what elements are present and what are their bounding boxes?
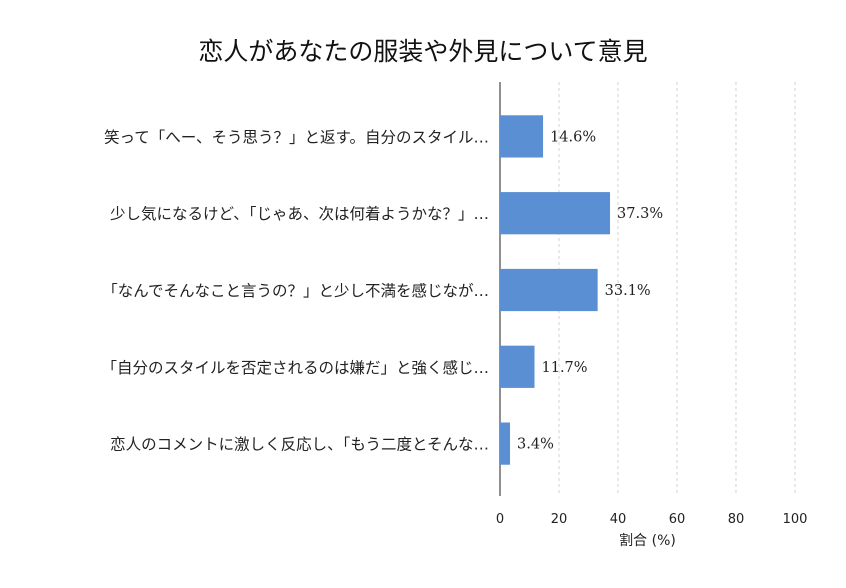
bar xyxy=(500,422,511,465)
x-tick-label: 0 xyxy=(496,512,504,527)
x-tick-label: 60 xyxy=(669,512,686,527)
x-tick-label: 80 xyxy=(728,512,745,527)
x-axis-ticks: 0 20 40 60 80 100 xyxy=(496,512,808,527)
category-label: 「自分のスタイルを否定されるのは嫌だ」と強く感じ… xyxy=(101,359,489,377)
category-labels: 笑って「へー、そう思う？」と返す。自分のスタイル… 少し気になるけど、「じゃあ、次… xyxy=(101,128,489,453)
value-label: 11.7% xyxy=(542,360,588,376)
value-label: 14.6% xyxy=(550,129,596,145)
bar xyxy=(500,268,598,312)
bar xyxy=(500,192,611,235)
category-label: 恋人のコメントに激しく反応し、「もう二度とそんな… xyxy=(110,435,489,454)
value-label: 33.1% xyxy=(605,283,651,299)
category-label: 少し気になるけど、「じゃあ、次は何着ようかな？」… xyxy=(110,205,489,223)
category-label: 「なんでそんなこと言うの？」と少し不満を感じなが… xyxy=(102,282,489,300)
x-tick-label: 40 xyxy=(610,512,627,527)
chart-title: 恋人があなたの服装や外見について意見 xyxy=(198,37,648,66)
x-tick-label: 100 xyxy=(783,512,808,527)
x-tick-label: 20 xyxy=(551,512,568,527)
value-labels: 14.6% 37.3% 33.1% 11.7% 3.4% xyxy=(517,129,663,452)
bars xyxy=(500,115,611,465)
value-label: 37.3% xyxy=(617,206,663,222)
value-label: 3.4% xyxy=(517,437,554,453)
category-label: 笑って「へー、そう思う？」と返す。自分のスタイル… xyxy=(104,128,489,146)
x-axis-title: 割合 (%) xyxy=(619,532,676,549)
bar xyxy=(500,345,535,388)
bar xyxy=(500,115,544,158)
